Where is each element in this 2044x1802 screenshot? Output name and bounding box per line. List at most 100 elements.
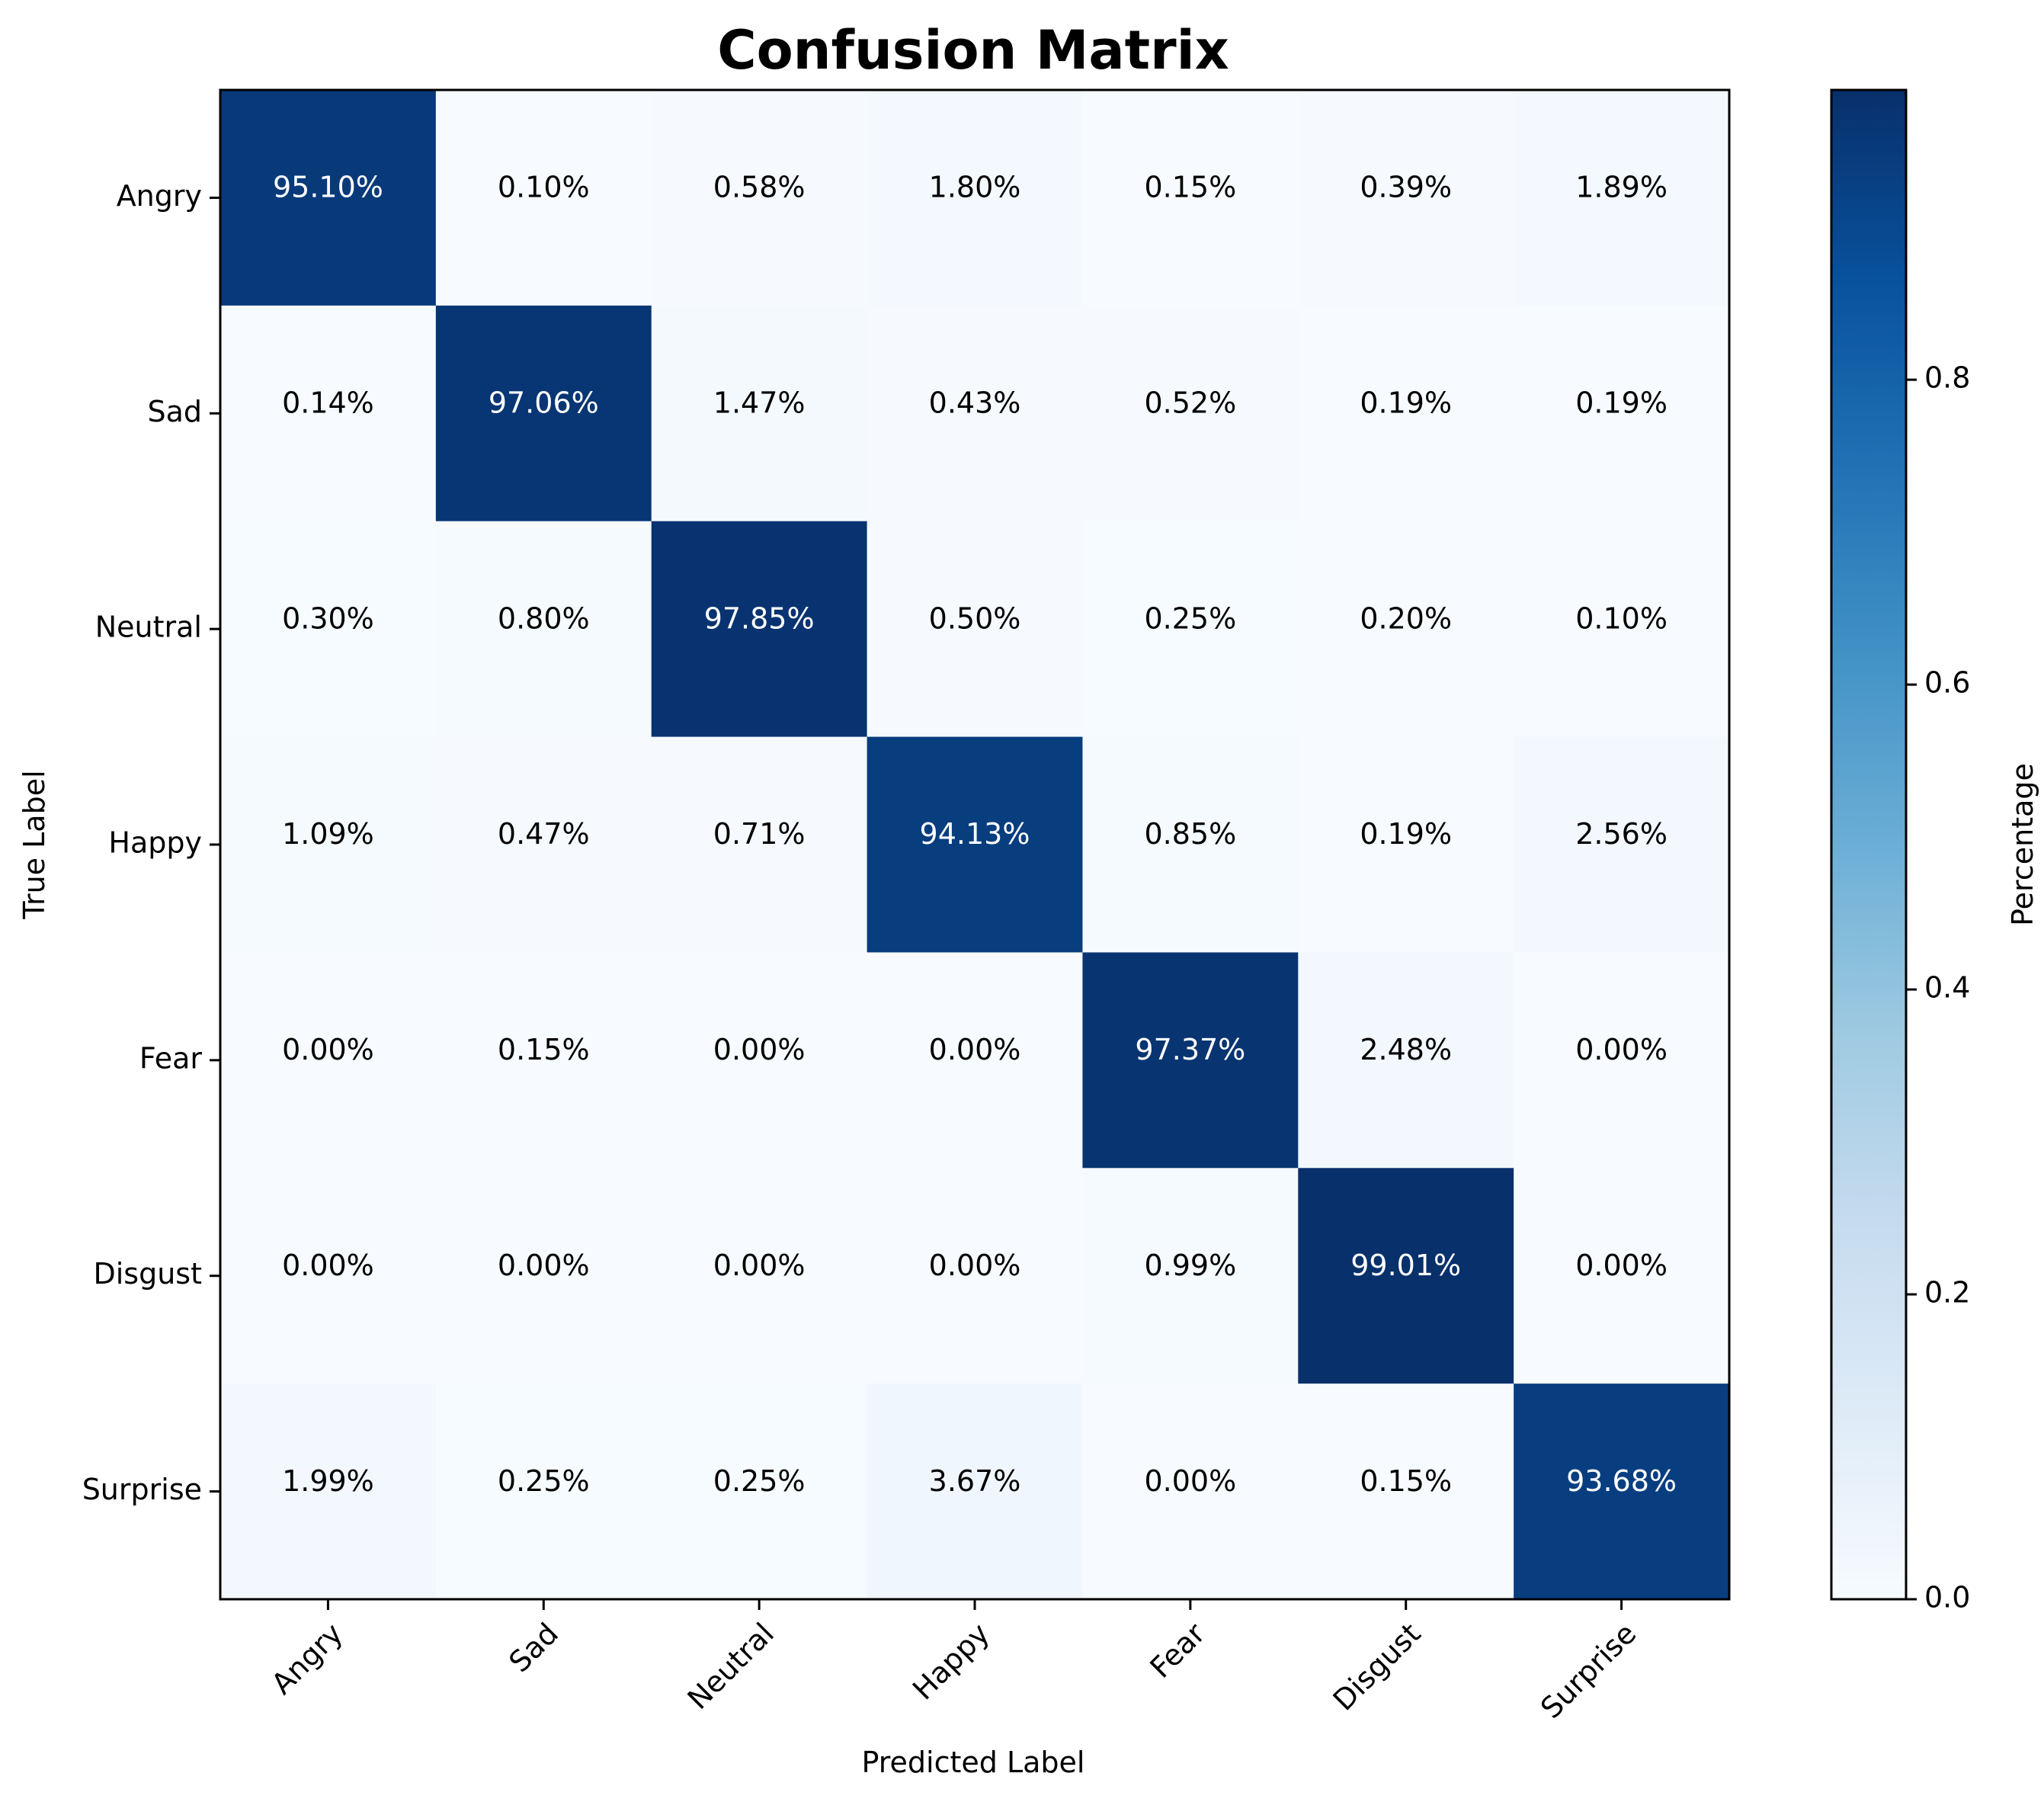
heatmap-cell-label: 0.00% <box>282 1033 374 1066</box>
heatmap-cell <box>651 521 868 738</box>
heatmap-cell <box>651 1168 868 1384</box>
heatmap-cell-label: 0.10% <box>498 171 590 204</box>
heatmap-cell <box>220 736 437 953</box>
heatmap-cell-label: 1.89% <box>1575 171 1668 204</box>
heatmap-cell-label: 0.52% <box>1144 386 1236 419</box>
heatmap-cell <box>867 90 1083 306</box>
heatmap-cell <box>1298 952 1514 1169</box>
heatmap-cell <box>1514 952 1730 1169</box>
heatmap-cell-label: 1.80% <box>929 171 1021 204</box>
y-tick-label: Neutral <box>95 611 202 644</box>
heatmap-cell <box>220 1384 437 1600</box>
heatmap-cell <box>435 521 652 738</box>
heatmap-cell <box>1298 1384 1514 1600</box>
heatmap-cell <box>435 305 652 522</box>
heatmap-cell-label: 0.30% <box>282 601 374 635</box>
heatmap-cell <box>220 305 437 522</box>
x-axis-ticks: Angry Sad Neutral Happy Fear Disgust Surprise <box>265 1599 1642 1725</box>
heatmap-cell-label: 0.15% <box>1144 171 1236 204</box>
heatmap-cell-label: 99.01% <box>1350 1249 1461 1282</box>
y-tick-label: Angry <box>117 179 202 213</box>
heatmap-cell-label: 0.25% <box>713 1464 806 1498</box>
heatmap-cell <box>1298 521 1514 738</box>
x-tick-label: Angry <box>265 1617 350 1701</box>
heatmap-cell-label: 0.14% <box>282 386 374 419</box>
heatmap-cell-label: 1.09% <box>282 817 374 851</box>
heatmap-cell-label: 0.15% <box>1360 1464 1452 1498</box>
heatmap-cell-label: 2.48% <box>1360 1033 1452 1066</box>
heatmap-cell <box>867 736 1083 953</box>
x-tick-label: Disgust <box>1327 1617 1427 1717</box>
heatmap-cell-label: 0.39% <box>1360 171 1452 204</box>
heatmap-cell <box>1514 305 1730 522</box>
heatmap-cell-label: 1.99% <box>282 1464 374 1498</box>
heatmap-cell <box>1298 90 1514 306</box>
colorbar-tick-label: 0.2 <box>1924 1276 1970 1310</box>
colorbar-ticks: 0.0 0.2 0.4 0.6 0.8 <box>1906 361 1970 1614</box>
x-axis-label: Predicted Label <box>862 1746 1085 1779</box>
heatmap-cell-label: 97.06% <box>489 386 599 419</box>
heatmap-cell <box>867 521 1083 738</box>
heatmap-cell-label: 95.10% <box>273 171 383 204</box>
y-tick-label: Surprise <box>82 1473 202 1506</box>
heatmap-cell <box>1514 736 1730 953</box>
y-tick-label: Happy <box>108 826 202 860</box>
heatmap-cell <box>651 1384 868 1600</box>
heatmap-cell <box>1514 90 1730 306</box>
heatmap-cell-label: 0.25% <box>1144 601 1236 635</box>
heatmap-cell-label: 93.68% <box>1566 1464 1677 1498</box>
heatmap-cell <box>435 1384 652 1600</box>
colorbar-label: Percentage <box>2006 763 2039 926</box>
heatmap-cell <box>220 952 437 1169</box>
x-tick-label: Fear <box>1143 1616 1211 1684</box>
heatmap-cell-label: 0.19% <box>1360 817 1452 851</box>
heatmap-cell-label: 0.00% <box>282 1249 374 1282</box>
heatmap-cell-label: 0.00% <box>1144 1464 1236 1498</box>
heatmap-cell <box>1082 952 1299 1169</box>
heatmap-cell-label: 97.37% <box>1135 1033 1245 1066</box>
heatmap-cell <box>867 952 1083 1169</box>
heatmap-cell-label: 0.25% <box>498 1464 590 1498</box>
heatmap-cell <box>435 952 652 1169</box>
heatmap-cell <box>1298 305 1514 522</box>
colorbar-tick-label: 0.0 <box>1924 1581 1970 1614</box>
heatmap-cell <box>1514 1384 1730 1600</box>
heatmap-cell-label: 0.50% <box>929 601 1021 635</box>
heatmap-cell-label: 0.99% <box>1144 1249 1236 1282</box>
heatmap-cell <box>220 521 437 738</box>
colorbar <box>1830 88 1908 1601</box>
heatmap-cell <box>1082 521 1299 738</box>
x-tick-label: Neutral <box>681 1617 780 1716</box>
heatmap-cells <box>220 90 1730 1600</box>
heatmap-cell <box>1298 1168 1514 1384</box>
heatmap-cell <box>1298 736 1514 953</box>
heatmap-cell-label: 94.13% <box>920 817 1030 851</box>
chart-title: Confusion Matrix <box>717 19 1229 82</box>
heatmap-cell-label: 0.19% <box>1360 386 1452 419</box>
x-tick-label: Sad <box>502 1617 565 1679</box>
heatmap-cell-label: 0.15% <box>498 1033 590 1066</box>
heatmap-cell <box>1514 1168 1730 1384</box>
heatmap-cell-label: 0.10% <box>1575 601 1668 635</box>
heatmap-cell-label: 0.00% <box>929 1033 1021 1066</box>
heatmap-cell-label: 0.00% <box>498 1249 590 1282</box>
heatmap-cell <box>651 952 868 1169</box>
heatmap-cell-label: 0.58% <box>713 171 806 204</box>
y-tick-label: Sad <box>147 395 202 428</box>
heatmap-cell-label: 0.71% <box>713 817 806 851</box>
heatmap-cell <box>651 305 868 522</box>
heatmap-cell <box>220 1168 437 1384</box>
heatmap-cell-label: 0.20% <box>1360 601 1452 635</box>
heatmap-cell <box>1082 1168 1299 1384</box>
heatmap-cell-label: 0.19% <box>1575 386 1668 419</box>
heatmap-cell <box>1082 90 1299 306</box>
heatmap-cell-label: 97.85% <box>704 601 815 635</box>
heatmap-cell-label: 1.47% <box>713 386 806 419</box>
heatmap-cell <box>435 90 652 306</box>
heatmap-cell-label: 0.00% <box>929 1249 1021 1282</box>
heatmap-cell-label: 0.80% <box>498 601 590 635</box>
heatmap-cell <box>651 90 868 306</box>
x-tick-label: Happy <box>906 1617 996 1707</box>
y-tick-label: Fear <box>139 1041 202 1075</box>
